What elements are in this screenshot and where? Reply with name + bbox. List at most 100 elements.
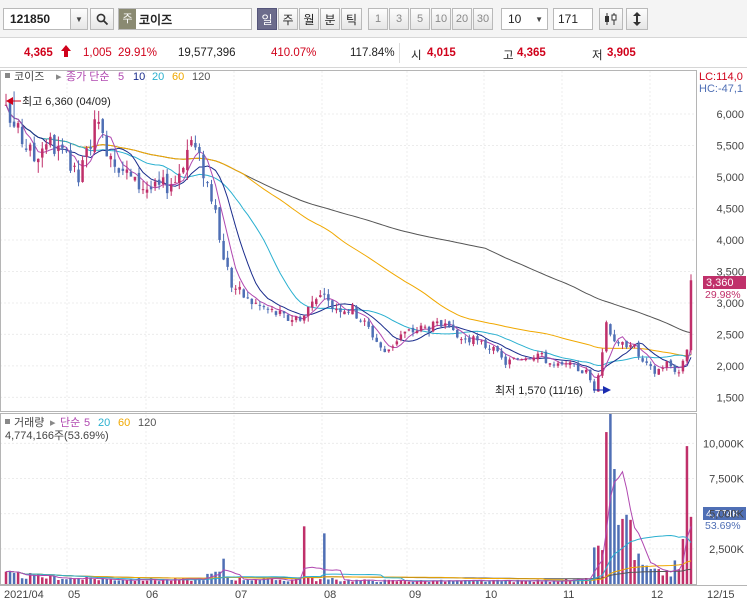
- chart-canvas[interactable]: 코이즈 ▸ 종가 단순 5 10 20 60 120 LC:114,0 HC:-…: [0, 68, 747, 605]
- volume-bar: [456, 580, 459, 584]
- low-label: 저: [592, 50, 603, 62]
- volume-bar: [157, 581, 161, 584]
- candle-body: [327, 294, 330, 301]
- minute-1-button[interactable]: 1: [368, 8, 388, 30]
- candle-body: [45, 144, 48, 150]
- candle-body: [556, 363, 560, 366]
- search-button[interactable]: [90, 8, 114, 30]
- price-tick: 5,500: [716, 141, 744, 153]
- volume-bar: [315, 581, 318, 584]
- volume-bar: [246, 579, 250, 584]
- minute-30-button[interactable]: 30: [473, 8, 493, 30]
- volume-bar: [109, 579, 113, 584]
- volume-bar: [8, 571, 12, 584]
- minute-3-button[interactable]: 3: [389, 8, 409, 30]
- period-tick-button[interactable]: 틱: [341, 8, 362, 30]
- high-price: 4,365: [517, 47, 546, 59]
- volume-tick: 7,500K: [709, 473, 745, 485]
- current-price: 4,365: [24, 47, 53, 59]
- volume-bar: [20, 578, 24, 584]
- candle-body: [653, 366, 656, 374]
- volume-bar: [202, 580, 205, 584]
- candle-body: [20, 126, 24, 145]
- stock-chart[interactable]: 코이즈 ▸ 종가 단순 5 10 20 60 120 LC:114,0 HC:-…: [0, 68, 747, 605]
- volume-bar: [133, 581, 137, 584]
- open-price: 4,015: [427, 47, 456, 59]
- period-daily-button[interactable]: 일: [257, 8, 277, 30]
- candle-body: [61, 144, 64, 149]
- candle-body: [65, 150, 68, 152]
- volume-bar: [198, 578, 201, 584]
- volume-bar: [423, 580, 427, 584]
- candle-body: [580, 370, 584, 374]
- candle-body: [149, 186, 153, 190]
- last-price-tag: 3,360: [706, 277, 734, 289]
- stock-code-input[interactable]: 121850: [3, 8, 71, 30]
- candle-body: [633, 344, 636, 347]
- candle-body: [73, 165, 76, 167]
- volume-bar: [178, 579, 181, 584]
- open-label: 시: [411, 50, 422, 62]
- volume-bar: [464, 580, 467, 584]
- x-axis: 2021/04 05 06 07 08 09 10 11 12 12/15: [4, 589, 735, 601]
- bar-count-value: 171: [558, 12, 579, 26]
- volume-bar: [73, 578, 76, 584]
- volume-bar: [657, 569, 661, 584]
- volume-bar: [395, 581, 399, 584]
- candle-body: [621, 341, 624, 345]
- candle-body: [415, 330, 419, 334]
- volume-bar: [536, 579, 540, 584]
- volume-legend-name: 거래량: [14, 416, 44, 429]
- count-select[interactable]: 10 ▼: [501, 8, 548, 30]
- candle-body: [476, 336, 479, 341]
- candle-body: [355, 306, 358, 319]
- x-label: 11: [563, 589, 574, 601]
- candle-body: [315, 299, 318, 305]
- volume-bar: [363, 579, 366, 584]
- candle-body: [452, 324, 455, 330]
- bar-count-input[interactable]: 171: [553, 8, 593, 30]
- candle-body: [560, 362, 564, 365]
- low-annotation: 최저 1,570 (11/16): [495, 384, 611, 397]
- candle-body: [593, 381, 596, 391]
- volume-bar: [165, 579, 169, 584]
- volume-bar: [617, 524, 620, 584]
- volume-bar: [447, 580, 451, 584]
- minute-20-button[interactable]: 20: [452, 8, 472, 30]
- minute-10-button[interactable]: 10: [431, 8, 451, 30]
- scale-toggle-button[interactable]: [626, 8, 648, 30]
- candle-body: [262, 306, 266, 308]
- candle-body: [371, 325, 374, 338]
- left-arrow-icon: [6, 97, 13, 105]
- volume-bar: [186, 577, 189, 584]
- candle-body: [69, 150, 72, 171]
- chart-type-button[interactable]: [599, 8, 623, 30]
- volume-bar: [28, 572, 32, 584]
- legend-ma-label: 종가 단순: [66, 70, 110, 83]
- period-monthly-button[interactable]: 월: [299, 8, 319, 30]
- candle-body: [194, 142, 197, 148]
- candle-body: [435, 321, 439, 324]
- volume-bar: [81, 579, 84, 584]
- candle-body: [109, 155, 113, 160]
- volume-current-text: 4,774,166주(53.69%): [5, 430, 109, 442]
- period-weekly-button[interactable]: 주: [278, 8, 298, 30]
- candle-body: [28, 144, 32, 151]
- volume-bar: [625, 514, 628, 584]
- candle-body: [141, 189, 145, 191]
- code-dropdown-button[interactable]: ▼: [71, 8, 88, 30]
- candle-body: [375, 337, 378, 342]
- minute-5-button[interactable]: 5: [410, 8, 430, 30]
- candlestick-icon: [605, 13, 617, 25]
- candle-body: [629, 344, 632, 348]
- candle-body: [298, 316, 302, 321]
- volume-bar: [290, 579, 294, 584]
- volume-bar: [274, 580, 278, 584]
- stock-name-field[interactable]: 주 코이즈: [118, 8, 252, 30]
- candle-body: [57, 146, 60, 152]
- candle-body: [117, 168, 121, 173]
- volume-tick: 5,000K: [709, 509, 745, 521]
- candle-body: [310, 301, 314, 308]
- period-minute-button[interactable]: 분: [320, 8, 340, 30]
- hc-label: HC:-47,1: [699, 83, 743, 95]
